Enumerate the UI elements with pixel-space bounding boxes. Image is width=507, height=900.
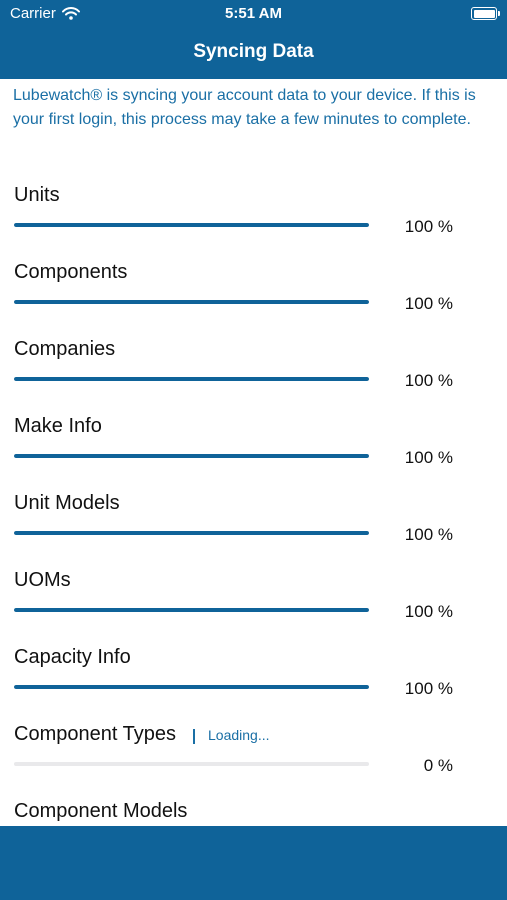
progress-track <box>14 531 369 535</box>
sync-item-label: Components <box>14 261 128 283</box>
progress-bar <box>14 685 369 689</box>
progress-percent: 100 % <box>404 679 453 698</box>
progress-bar <box>14 377 369 381</box>
loading-status: Loading... <box>193 727 270 744</box>
progress-bar <box>14 454 369 458</box>
progress-percent: 100 % <box>404 294 453 313</box>
sync-row: Unit Models 100 % <box>0 486 507 563</box>
progress-percent: 100 % <box>404 525 453 544</box>
sync-item-label: Component Models <box>14 800 188 822</box>
progress-percent: 100 % <box>404 371 453 390</box>
progress-track <box>14 762 369 766</box>
sync-item-label: Component Types <box>14 723 176 745</box>
bottom-bar <box>0 826 507 900</box>
progress-bar <box>14 300 369 304</box>
sync-row: Component Types Loading... 0 % <box>0 717 507 794</box>
progress-track <box>14 454 369 458</box>
wifi-icon <box>61 7 80 20</box>
progress-track <box>14 608 369 612</box>
sync-row: Make Info 100 % <box>0 409 507 486</box>
progress-percent: 100 % <box>404 448 453 467</box>
progress-percent: 100 % <box>404 602 453 621</box>
sync-item-label: Unit Models <box>14 492 120 514</box>
sync-item-label: Capacity Info <box>14 646 131 668</box>
carrier-info: Carrier <box>10 5 80 22</box>
sync-row: Components 100 % <box>0 255 507 332</box>
nav-header: Carrier 5:51 AM Syncing Data <box>0 0 507 79</box>
sync-row: UOMs 100 % <box>0 563 507 640</box>
sync-description: Lubewatch® is syncing your account data … <box>13 87 476 128</box>
progress-bar <box>14 223 369 227</box>
sync-row: Companies 100 % <box>0 332 507 409</box>
progress-bar <box>14 608 369 612</box>
sync-item-label: Make Info <box>14 415 102 437</box>
sync-item-label: Companies <box>14 338 116 360</box>
carrier-label: Carrier <box>10 5 56 22</box>
progress-track <box>14 377 369 381</box>
sync-item-label: UOMs <box>14 569 71 591</box>
progress-track <box>14 300 369 304</box>
status-time: 5:51 AM <box>225 5 282 22</box>
page-title: Syncing Data <box>193 41 314 62</box>
sync-list[interactable]: Units 100 % Components 100 % Companies 100 % M… <box>0 178 507 826</box>
progress-track <box>14 685 369 689</box>
sync-row: Capacity Info 100 % <box>0 640 507 717</box>
progress-track <box>14 223 369 227</box>
sync-row: Component Models <box>0 794 507 826</box>
status-bar: Carrier 5:51 AM <box>0 0 507 28</box>
progress-bar <box>14 531 369 535</box>
progress-percent: 100 % <box>404 217 453 236</box>
sync-item-label: Units <box>14 184 60 206</box>
sync-row: Units 100 % <box>0 178 507 255</box>
battery-icon <box>471 7 500 20</box>
progress-percent: 0 % <box>423 756 453 775</box>
